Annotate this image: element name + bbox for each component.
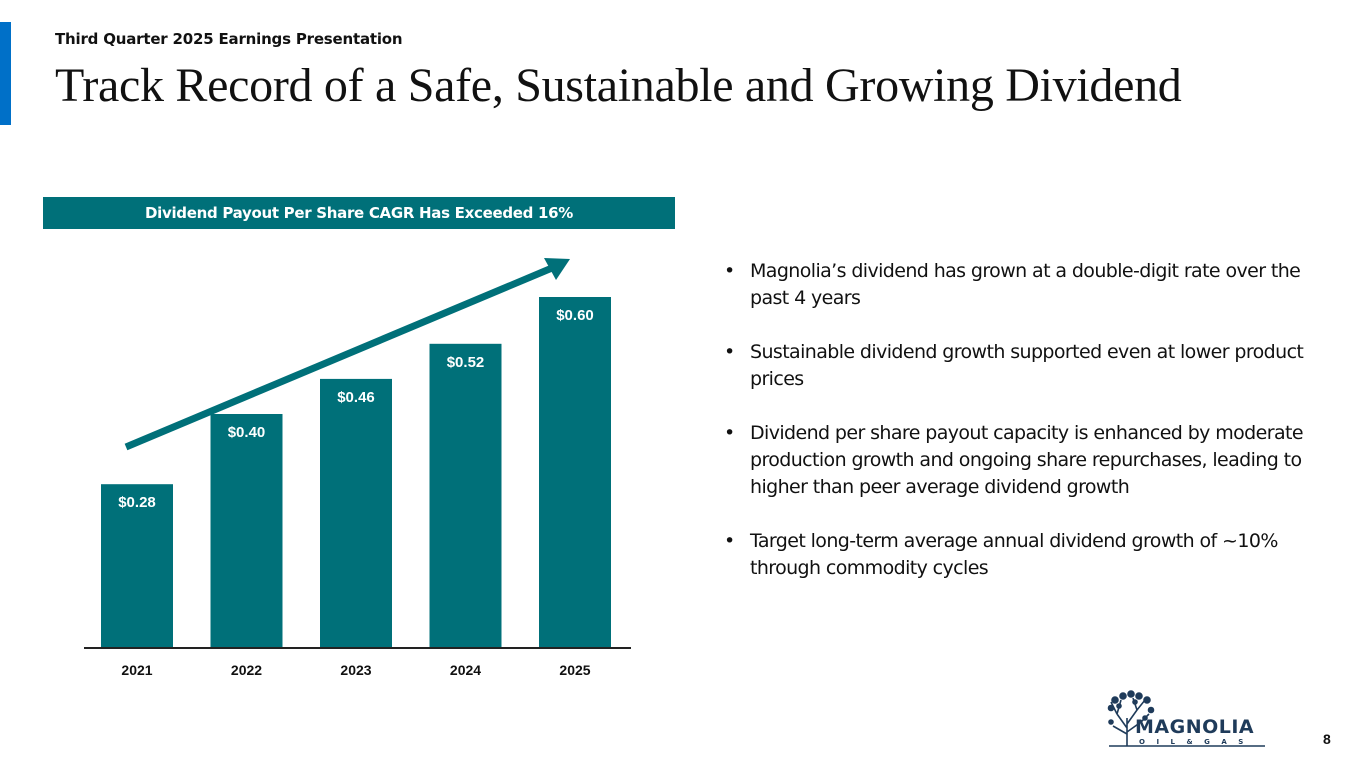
bullet-item: • Sustainable dividend growth supported e… [724,339,1334,393]
x-tick-label-2022: 2022 [231,662,262,678]
logo-wordmark: MAGNOLIA [1135,716,1254,738]
x-tick-label-2021: 2021 [121,662,152,678]
x-tick-label-2024: 2024 [450,662,481,678]
bullet-item: • Dividend per share payout capacity is e… [724,420,1334,501]
bar-2021 [101,484,173,648]
bullet-dot: • [724,341,735,363]
bullet-dot: • [724,530,735,552]
slide-title: Track Record of a Safe, Sustainable and … [55,59,1182,112]
data-label-2023: $0.46 [337,389,375,406]
bullet-dot: • [724,422,735,444]
bullet-text: Target long-term average annual dividend… [750,530,1278,579]
data-label-2024: $0.52 [447,354,485,371]
bullet-dot: • [724,260,735,282]
page-number: 8 [1323,731,1331,747]
data-label-2025: $0.60 [556,307,594,324]
trend-arrow-head-icon [544,258,570,280]
data-label-2021: $0.28 [118,494,156,511]
bullet-text: Sustainable dividend growth supported ev… [750,341,1304,390]
x-tick-label-2023: 2023 [340,662,371,678]
trend-arrow-shaft [124,264,554,451]
logo-subtext: OIL&GAS [1139,738,1255,746]
bullet-item: • Target long-term average annual dividen… [724,528,1334,582]
data-label-2022: $0.40 [228,424,266,441]
bullet-list: • Magnolia’s dividend has grown at a doub… [724,258,1334,609]
bullet-item: • Magnolia’s dividend has grown at a doub… [724,258,1334,312]
bar-2023 [320,378,392,648]
presentation-subtitle: Third Quarter 2025 Earnings Presentation [55,30,403,48]
chart-banner-text: Dividend Payout Per Share CAGR Has Excee… [144,204,573,222]
bar-2022 [210,414,283,648]
accent-bar [0,22,11,125]
chart-banner: Dividend Payout Per Share CAGR Has Excee… [43,197,675,229]
x-tick-label-2025: 2025 [559,662,590,678]
bullet-text: Magnolia’s dividend has grown at a doubl… [750,260,1301,309]
bar-2024 [429,343,502,648]
magnolia-logo: MAGNOLIA OIL&GAS [1107,690,1265,747]
tree-icon [1107,690,1265,747]
dividend-bar-chart: $0.28 $0.40 $0.46 $0.52 $0.60 2021 2022 2023 20… [84,258,631,678]
bar-2025 [539,297,611,648]
bullet-text: Dividend per share payout capacity is en… [750,422,1304,498]
